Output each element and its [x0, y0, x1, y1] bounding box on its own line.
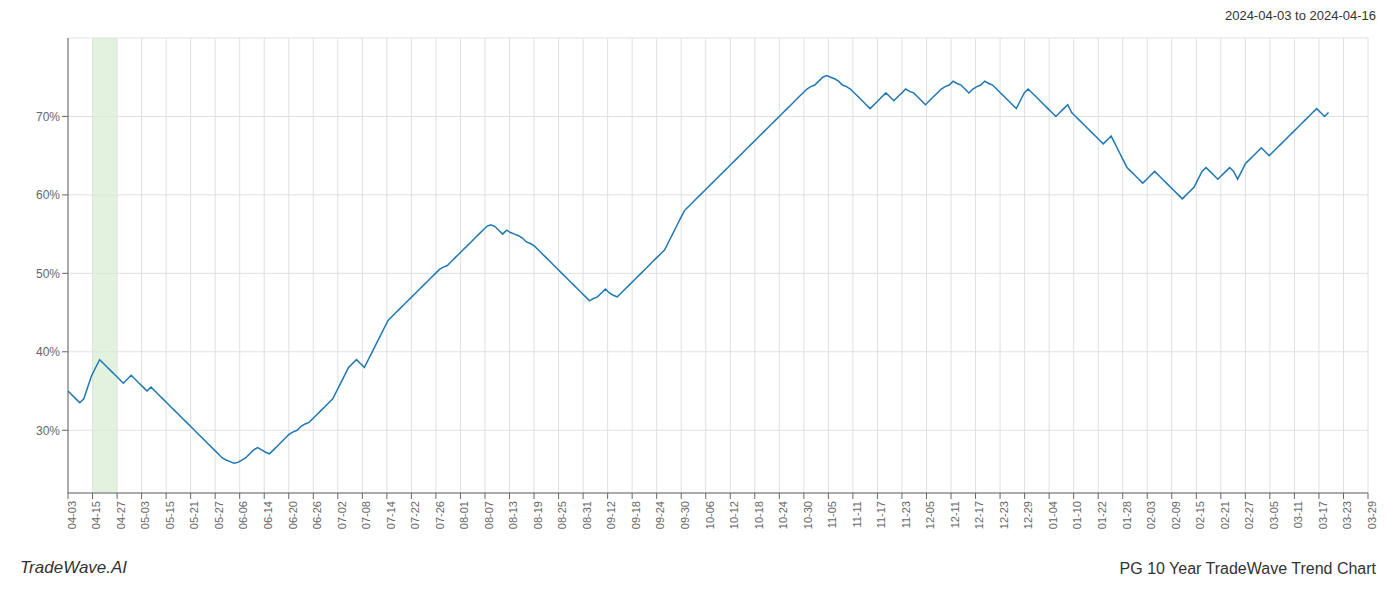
svg-text:06-14: 06-14 — [262, 501, 274, 529]
svg-text:07-02: 07-02 — [336, 501, 348, 529]
svg-text:05-03: 05-03 — [139, 501, 151, 529]
svg-text:50%: 50% — [36, 267, 60, 281]
svg-text:05-15: 05-15 — [164, 501, 176, 529]
svg-text:09-18: 09-18 — [630, 501, 642, 529]
svg-text:07-22: 07-22 — [409, 501, 421, 529]
svg-text:07-08: 07-08 — [360, 501, 372, 529]
svg-text:01-10: 01-10 — [1071, 501, 1083, 529]
svg-text:08-25: 08-25 — [556, 501, 568, 529]
svg-text:02-09: 02-09 — [1170, 501, 1182, 529]
svg-text:02-03: 02-03 — [1145, 501, 1157, 529]
svg-text:03-23: 03-23 — [1341, 501, 1353, 529]
svg-text:05-21: 05-21 — [188, 501, 200, 529]
html-text:2024-04-03 to 2024-04-16: 2024-04-03 to 2024-04-16 — [1224, 8, 1376, 23]
svg-text:12-05: 12-05 — [924, 501, 936, 529]
svg-text:07-26: 07-26 — [434, 501, 446, 529]
svg-text:10-18: 10-18 — [753, 501, 765, 529]
svg-text:01-04: 01-04 — [1047, 501, 1059, 529]
svg-text:07-14: 07-14 — [385, 501, 397, 529]
svg-text:09-12: 09-12 — [605, 501, 617, 529]
svg-text:04-27: 04-27 — [115, 501, 127, 529]
html-text:TradeWave.AI: TradeWave.AI — [20, 558, 128, 577]
svg-text:10-30: 10-30 — [802, 501, 814, 529]
svg-text:10-12: 10-12 — [728, 501, 740, 529]
svg-text:08-01: 08-01 — [458, 501, 470, 529]
svg-text:04-15: 04-15 — [90, 501, 102, 529]
svg-text:08-19: 08-19 — [532, 501, 544, 529]
html-text:PG 10 Year TradeWave Trend Cha: PG 10 Year TradeWave Trend Chart — [1119, 560, 1376, 577]
svg-text:11-05: 11-05 — [826, 501, 838, 528]
svg-text:02-15: 02-15 — [1194, 501, 1206, 529]
svg-text:12-11: 12-11 — [949, 501, 961, 528]
svg-text:11-11: 11-11 — [851, 501, 863, 528]
svg-text:70%: 70% — [36, 110, 60, 124]
svg-text:08-13: 08-13 — [507, 501, 519, 529]
svg-text:03-29: 03-29 — [1366, 501, 1378, 529]
svg-text:60%: 60% — [36, 188, 60, 202]
svg-text:03-11: 03-11 — [1292, 501, 1304, 528]
svg-text:11-17: 11-17 — [875, 501, 887, 528]
svg-text:01-22: 01-22 — [1096, 501, 1108, 529]
svg-text:12-23: 12-23 — [998, 501, 1010, 529]
svg-text:02-21: 02-21 — [1219, 501, 1231, 529]
svg-text:30%: 30% — [36, 424, 60, 438]
svg-text:03-17: 03-17 — [1317, 501, 1329, 529]
svg-text:06-06: 06-06 — [238, 501, 250, 529]
svg-text:12-17: 12-17 — [973, 501, 985, 529]
svg-text:08-31: 08-31 — [581, 501, 593, 529]
svg-text:12-29: 12-29 — [1022, 501, 1034, 529]
svg-text:06-20: 06-20 — [287, 501, 299, 529]
svg-text:10-24: 10-24 — [777, 501, 789, 529]
svg-text:09-24: 09-24 — [654, 501, 666, 529]
svg-text:10-06: 10-06 — [704, 501, 716, 529]
svg-text:05-27: 05-27 — [213, 501, 225, 529]
svg-text:08-07: 08-07 — [483, 501, 495, 529]
svg-text:40%: 40% — [36, 345, 60, 359]
svg-text:04-03: 04-03 — [66, 501, 78, 529]
svg-text:03-05: 03-05 — [1268, 501, 1280, 529]
svg-text:09-30: 09-30 — [679, 501, 691, 529]
svg-text:01-28: 01-28 — [1121, 501, 1133, 529]
svg-text:02-27: 02-27 — [1243, 501, 1255, 529]
svg-text:11-23: 11-23 — [900, 501, 912, 528]
svg-text:06-26: 06-26 — [311, 501, 323, 529]
